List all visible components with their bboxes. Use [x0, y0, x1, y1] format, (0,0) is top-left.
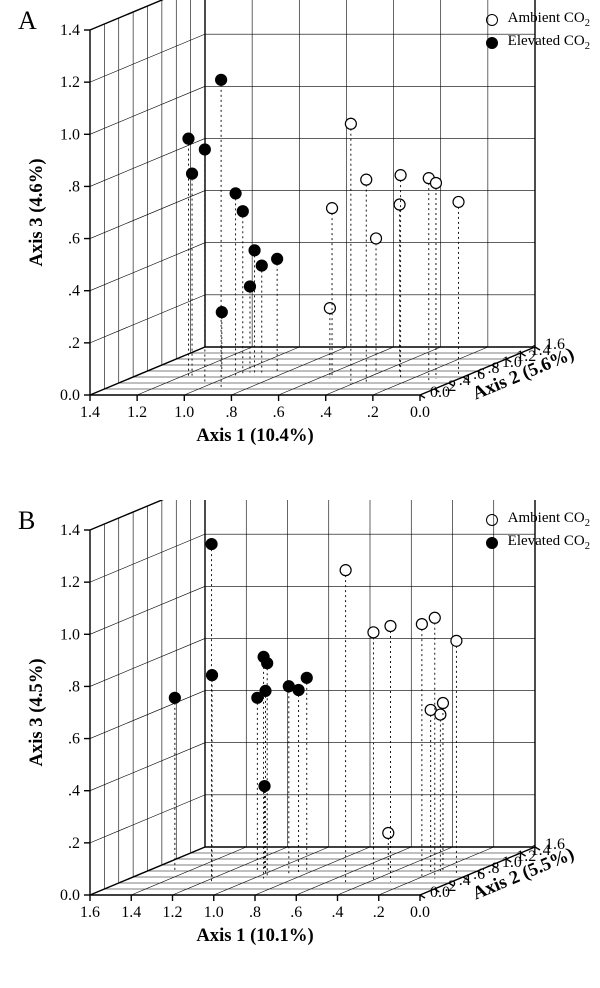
svg-text:.8: .8 [68, 178, 80, 195]
svg-text:.4: .4 [320, 404, 332, 421]
svg-text:0.0: 0.0 [410, 404, 430, 421]
svg-text:.2: .2 [68, 335, 80, 352]
svg-text:1.0: 1.0 [174, 404, 194, 421]
svg-text:1.0: 1.0 [60, 626, 80, 643]
svg-text:Axis 3 (4.5%): Axis 3 (4.5%) [26, 658, 47, 766]
svg-text:.6: .6 [290, 904, 302, 921]
svg-text:0.0: 0.0 [60, 887, 80, 904]
svg-text:.2: .2 [68, 835, 80, 852]
svg-text:1.2: 1.2 [60, 74, 80, 91]
svg-text:.2: .2 [373, 904, 385, 921]
svg-text:.2: .2 [367, 404, 379, 421]
svg-text:1.4: 1.4 [60, 522, 80, 539]
svg-text:.4: .4 [68, 783, 80, 800]
svg-text:.4: .4 [68, 283, 80, 300]
svg-text:0.0: 0.0 [410, 904, 430, 921]
svg-text:Axis 1 (10.1%): Axis 1 (10.1%) [196, 925, 313, 946]
svg-text:1.2: 1.2 [127, 404, 147, 421]
svg-text:.8: .8 [225, 404, 237, 421]
svg-text:Axis 3 (4.6%): Axis 3 (4.6%) [26, 158, 47, 266]
plot-b-svg: 0.0.2.4.6.81.01.21.41.6Axis 1 (10.1%)0.0… [0, 500, 600, 980]
svg-text:1.4: 1.4 [80, 404, 100, 421]
svg-text:.6: .6 [273, 404, 285, 421]
svg-text:1.6: 1.6 [80, 904, 100, 921]
svg-text:Axis 1 (10.4%): Axis 1 (10.4%) [196, 425, 313, 446]
panel-b: B Ambient CO2 Elevated CO2 0.0.2.4.6.81.… [0, 500, 600, 980]
svg-text:1.2: 1.2 [163, 904, 183, 921]
svg-text:.4: .4 [332, 904, 344, 921]
svg-text:.6: .6 [68, 731, 80, 748]
figure: A Ambient CO2 Elevated CO2 0.0.2.4.6.81.… [0, 0, 600, 988]
svg-text:.6: .6 [68, 231, 80, 248]
svg-text:.2: .2 [444, 878, 456, 895]
svg-text:0.0: 0.0 [60, 387, 80, 404]
panel-a: A Ambient CO2 Elevated CO2 0.0.2.4.6.81.… [0, 0, 600, 480]
svg-text:1.4: 1.4 [60, 22, 80, 39]
svg-text:.8: .8 [68, 678, 80, 695]
svg-text:.8: .8 [249, 904, 261, 921]
svg-text:.2: .2 [444, 378, 456, 395]
svg-text:1.0: 1.0 [60, 126, 80, 143]
svg-text:.4: .4 [459, 372, 471, 389]
svg-text:.4: .4 [459, 872, 471, 889]
svg-text:1.4: 1.4 [121, 904, 141, 921]
plot-a-svg: 0.0.2.4.6.81.01.21.4Axis 1 (10.4%)0.0.2.… [0, 0, 600, 480]
svg-text:1.0: 1.0 [204, 904, 224, 921]
svg-text:1.2: 1.2 [60, 574, 80, 591]
